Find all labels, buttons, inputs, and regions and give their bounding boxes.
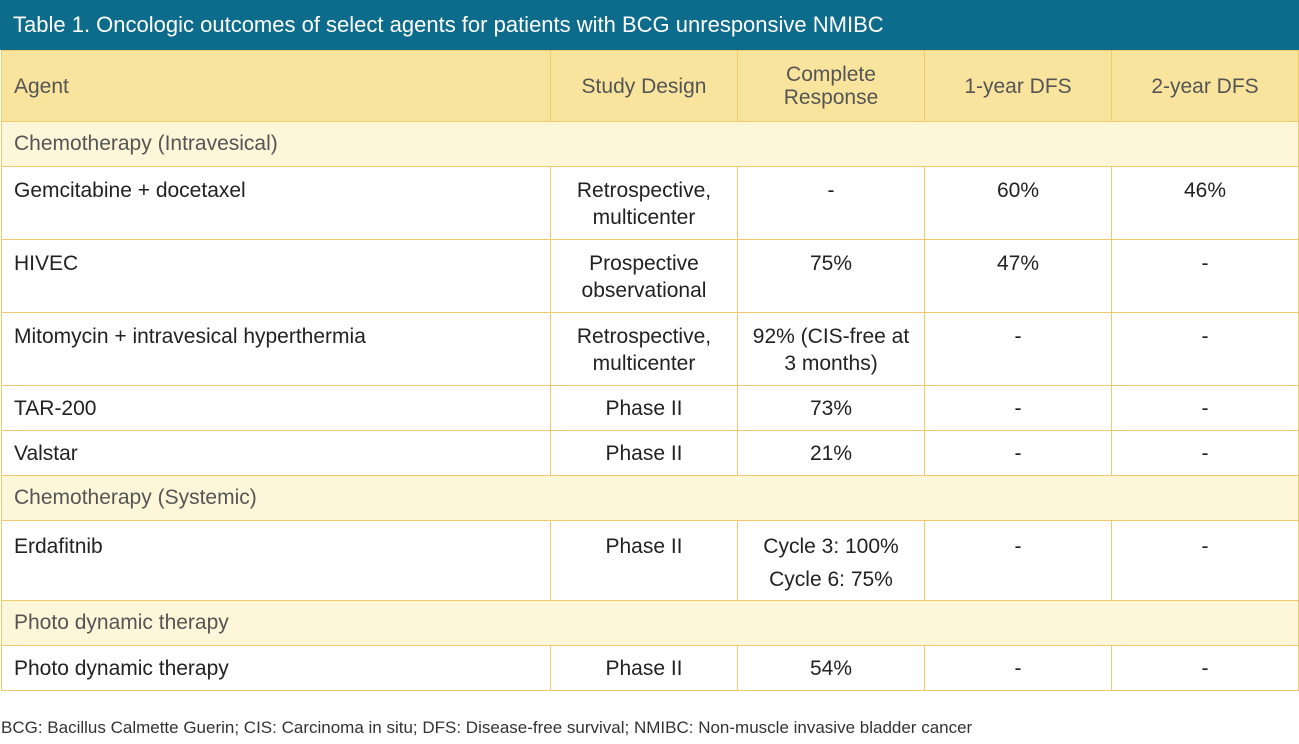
dfs-1yr-cell: 47% [924, 239, 1112, 313]
dfs-1yr-cell: - [924, 645, 1112, 691]
study-design-cell: Prospective observational [550, 239, 738, 313]
complete-response-cell: 21% [737, 430, 925, 476]
column-header-complete-response: Complete Response [737, 50, 925, 122]
section-label: Chemotherapy (Intravesical) [1, 121, 1299, 167]
agent-cell: Photo dynamic therapy [1, 645, 551, 691]
column-header-1-year-dfs: 1-year DFS [924, 50, 1112, 122]
table-row: Valstar Phase II 21% - - [1, 430, 1299, 476]
table-row: Photo dynamic therapy Phase II 54% - - [1, 645, 1299, 691]
complete-response-cell: 54% [737, 645, 925, 691]
agent-cell: Erdafitnib [1, 520, 551, 601]
column-header-2-year-dfs: 2-year DFS [1111, 50, 1299, 122]
complete-response-cell: 75% [737, 239, 925, 313]
dfs-1yr-cell: - [924, 520, 1112, 601]
study-design-cell: Retrospective, multicenter [550, 312, 738, 386]
agent-cell: TAR-200 [1, 385, 551, 431]
dfs-2yr-cell: - [1111, 430, 1299, 476]
table-row: Mitomycin + intravesical hyperthermia Re… [1, 312, 1299, 386]
dfs-2yr-cell: - [1111, 385, 1299, 431]
column-header-study-design: Study Design [550, 50, 738, 122]
dfs-1yr-cell: - [924, 430, 1112, 476]
study-design-cell: Retrospective, multicenter [550, 166, 738, 240]
section-row: Photo dynamic therapy [1, 600, 1299, 646]
agent-cell: Valstar [1, 430, 551, 476]
agent-cell: Mitomycin + intravesical hyperthermia [1, 312, 551, 386]
study-design-cell: Phase II [550, 430, 738, 476]
table-row: HIVEC Prospective observational 75% 47% … [1, 239, 1299, 313]
table-row: Gemcitabine + docetaxel Retrospective, m… [1, 166, 1299, 240]
dfs-2yr-cell: 46% [1111, 166, 1299, 240]
complete-response-cell: 73% [737, 385, 925, 431]
study-design-cell: Phase II [550, 645, 738, 691]
agent-cell: Gemcitabine + docetaxel [1, 166, 551, 240]
study-design-cell: Phase II [550, 385, 738, 431]
study-design-cell: Phase II [550, 520, 738, 601]
column-header-complete-response-line: Response [783, 86, 879, 109]
table-footnote: BCG: Bacillus Calmette Guerin; CIS: Carc… [1, 718, 973, 737]
column-header-complete-response-line: Complete [786, 63, 876, 86]
section-row: Chemotherapy (Systemic) [1, 475, 1299, 521]
dfs-2yr-cell: - [1111, 520, 1299, 601]
dfs-2yr-cell: - [1111, 312, 1299, 386]
dfs-1yr-cell: - [924, 312, 1112, 386]
table-title: Table 1. Oncologic outcomes of select ag… [0, 0, 1299, 50]
complete-response-cell: 92% (CIS-free at 3 months) [737, 312, 925, 386]
agent-cell: HIVEC [1, 239, 551, 313]
complete-response-cell: Cycle 3: 100% Cycle 6: 75% [737, 520, 925, 601]
header-row: Agent Study Design Complete Response 1-y… [1, 50, 1299, 122]
dfs-1yr-cell: - [924, 385, 1112, 431]
table-row: TAR-200 Phase II 73% - - [1, 385, 1299, 431]
section-label: Photo dynamic therapy [1, 600, 1299, 646]
oncologic-outcomes-table: Agent Study Design Complete Response 1-y… [1, 50, 1299, 691]
column-header-agent: Agent [1, 50, 551, 122]
dfs-1yr-cell: 60% [924, 166, 1112, 240]
section-label: Chemotherapy (Systemic) [1, 475, 1299, 521]
complete-response-cell: - [737, 166, 925, 240]
section-row: Chemotherapy (Intravesical) [1, 121, 1299, 167]
dfs-2yr-cell: - [1111, 239, 1299, 313]
dfs-2yr-cell: - [1111, 645, 1299, 691]
table-row: Erdafitnib Phase II Cycle 3: 100% Cycle … [1, 520, 1299, 601]
